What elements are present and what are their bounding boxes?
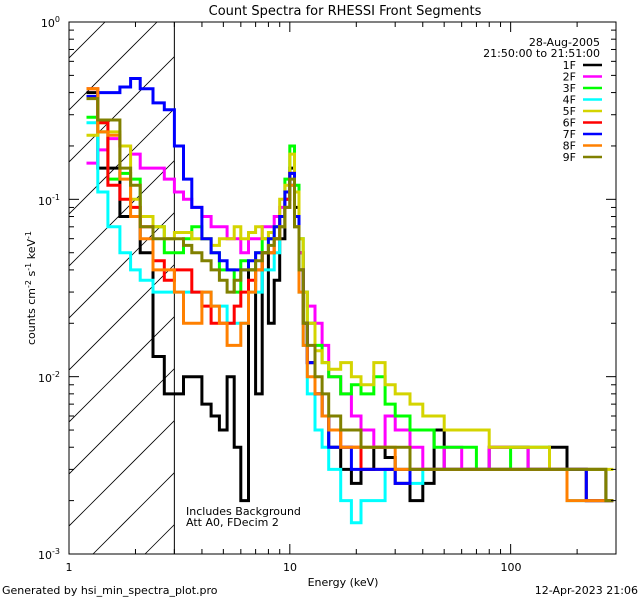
y-tick-exp-0.1: -1	[52, 193, 60, 202]
hatch-line	[69, 22, 158, 111]
series-line-9F	[86, 97, 614, 503]
axis-ticks	[68, 22, 617, 555]
y-tick-exp-1: 0	[55, 15, 60, 24]
y-tick-label-0.01: 10-2	[38, 370, 60, 385]
x-tick-label-1: 1	[66, 561, 73, 574]
generated-by-label: Generated by hsi_min_spectra_plot.pro	[2, 584, 218, 597]
ylabel-part-3: keV	[25, 239, 38, 263]
annotation-background: Includes Background	[186, 505, 301, 518]
date-label: 28-Aug-2005	[529, 36, 600, 49]
ylabel-exp-1: -2	[24, 280, 33, 288]
legend-label-7F: 7F	[563, 128, 576, 141]
legend-label-8F: 8F	[563, 140, 576, 153]
y-tick-base-0.01: 10	[38, 372, 52, 385]
y-tick-base-0.001: 10	[38, 549, 52, 562]
legend-label-3F: 3F	[563, 82, 576, 95]
legend-label-1F: 1F	[563, 59, 576, 72]
series-group	[86, 77, 614, 525]
y-tick-label-1: 100	[41, 15, 60, 30]
x-tick-label-100: 100	[501, 561, 522, 574]
chart-title: Count Spectra for RHESSI Front Segments	[209, 4, 482, 19]
legend-label-4F: 4F	[563, 94, 576, 107]
y-tick-label-0.001: 10-3	[38, 547, 60, 562]
y-axis-label: counts cm-2 s-1 keV-1	[24, 231, 38, 345]
timestamp-label: 12-Apr-2023 21:06	[535, 584, 638, 597]
ylabel-exp-2: -1	[24, 263, 33, 271]
y-tick-exp-0.001: -3	[52, 547, 60, 556]
time-range-label: 21:50:00 to 21:51:00	[483, 47, 600, 60]
hatch-line	[0, 0, 121, 554]
x-tick-labels: 1 10 100	[66, 561, 522, 574]
legend-label-2F: 2F	[563, 71, 576, 84]
y-tick-base-0.1: 10	[38, 195, 52, 208]
plot-frame	[68, 21, 617, 555]
series-line-3F	[86, 115, 614, 503]
y-tick-base-1: 10	[41, 17, 55, 30]
y-tick-labels: 100 10-1 10-2 10-3	[38, 15, 60, 562]
hatch-line	[69, 22, 106, 59]
ylabel-exp-3: -1	[24, 231, 33, 239]
legend-label-6F: 6F	[563, 117, 576, 130]
annotation-attenuator: Att A0, FDecim 2	[186, 516, 279, 529]
legend-label-5F: 5F	[563, 105, 576, 118]
x-tick-label-10: 10	[283, 561, 297, 574]
ylabel-part-2: s	[25, 270, 38, 279]
y-tick-exp-0.01: -2	[52, 370, 60, 379]
x-axis-label: Energy (keV)	[308, 576, 379, 589]
ylabel-part-1: counts cm	[25, 288, 38, 345]
y-tick-label-0.1: 10-1	[38, 193, 60, 208]
legend-label-9F: 9F	[563, 151, 576, 164]
